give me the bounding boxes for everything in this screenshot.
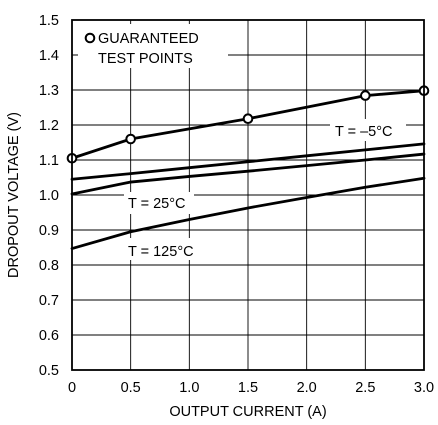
- y-axis-title: DROPOUT VOLTAGE (V): [6, 112, 22, 278]
- legend-text-line2: TEST POINTS: [98, 51, 193, 67]
- test-point-marker-1: [125, 133, 136, 145]
- y-tick-label-1: 0.6: [39, 328, 59, 344]
- x-tick-label-1: 0.5: [121, 380, 141, 396]
- y-tick-label-3: 0.8: [39, 258, 59, 274]
- y-tick-label-7: 1.2: [39, 118, 59, 134]
- x-tick-label-5: 2.5: [355, 380, 375, 396]
- legend-marker-open-circle: [84, 32, 96, 44]
- test-point-marker-2: [242, 113, 254, 124]
- series-line-3: [70, 176, 426, 250]
- plot-border: [71, 19, 425, 371]
- y-tick-label-8: 1.3: [39, 83, 59, 99]
- annotation-t-minus5: T = –5°C: [335, 124, 393, 140]
- x-tick-label-4: 2.0: [297, 380, 317, 396]
- y-tick-label-4: 0.9: [39, 223, 59, 239]
- y-tick-label-9: 1.4: [39, 48, 59, 64]
- y-tick-label-6: 1.1: [39, 153, 59, 169]
- y-tick-label-10: 1.5: [39, 13, 59, 29]
- annotation-t-25: T = 25°C: [128, 196, 186, 212]
- annotation-bg-minus5: [330, 119, 406, 141]
- x-tick-label-6: 3.0: [414, 380, 434, 396]
- legend-text-line1: GUARANTEED: [98, 31, 199, 47]
- x-tick-label-2: 1.0: [179, 380, 199, 396]
- tick-labels: 0 0.5 1.0 1.5 2.0 2.5 3.0 0.5 0.6 0.7 0.8 0.9 1.0 1.1…: [39, 13, 434, 396]
- annotation-t-125: T = 125°C: [128, 244, 194, 260]
- series-line-1: [70, 142, 426, 181]
- x-tick-label-3: 1.5: [238, 380, 258, 396]
- series-layer: [70, 89, 426, 250]
- annotation-bg-125: [124, 238, 204, 260]
- legend: GUARANTEED TEST POINTS: [78, 24, 228, 68]
- x-axis-title: OUTPUT CURRENT (A): [169, 404, 326, 420]
- x-tick-label-0: 0: [68, 380, 76, 396]
- y-tick-label-5: 1.0: [39, 188, 59, 204]
- legend-background: [78, 24, 228, 68]
- series-line-2: [70, 152, 426, 196]
- annotations: T = –5°C T = 25°C T = 125°C: [124, 119, 406, 260]
- annotation-bg-25: [124, 192, 194, 214]
- y-tick-label-2: 0.7: [39, 293, 59, 309]
- test-point-marker-3: [360, 90, 371, 101]
- y-tick-label-0: 0.5: [39, 363, 59, 379]
